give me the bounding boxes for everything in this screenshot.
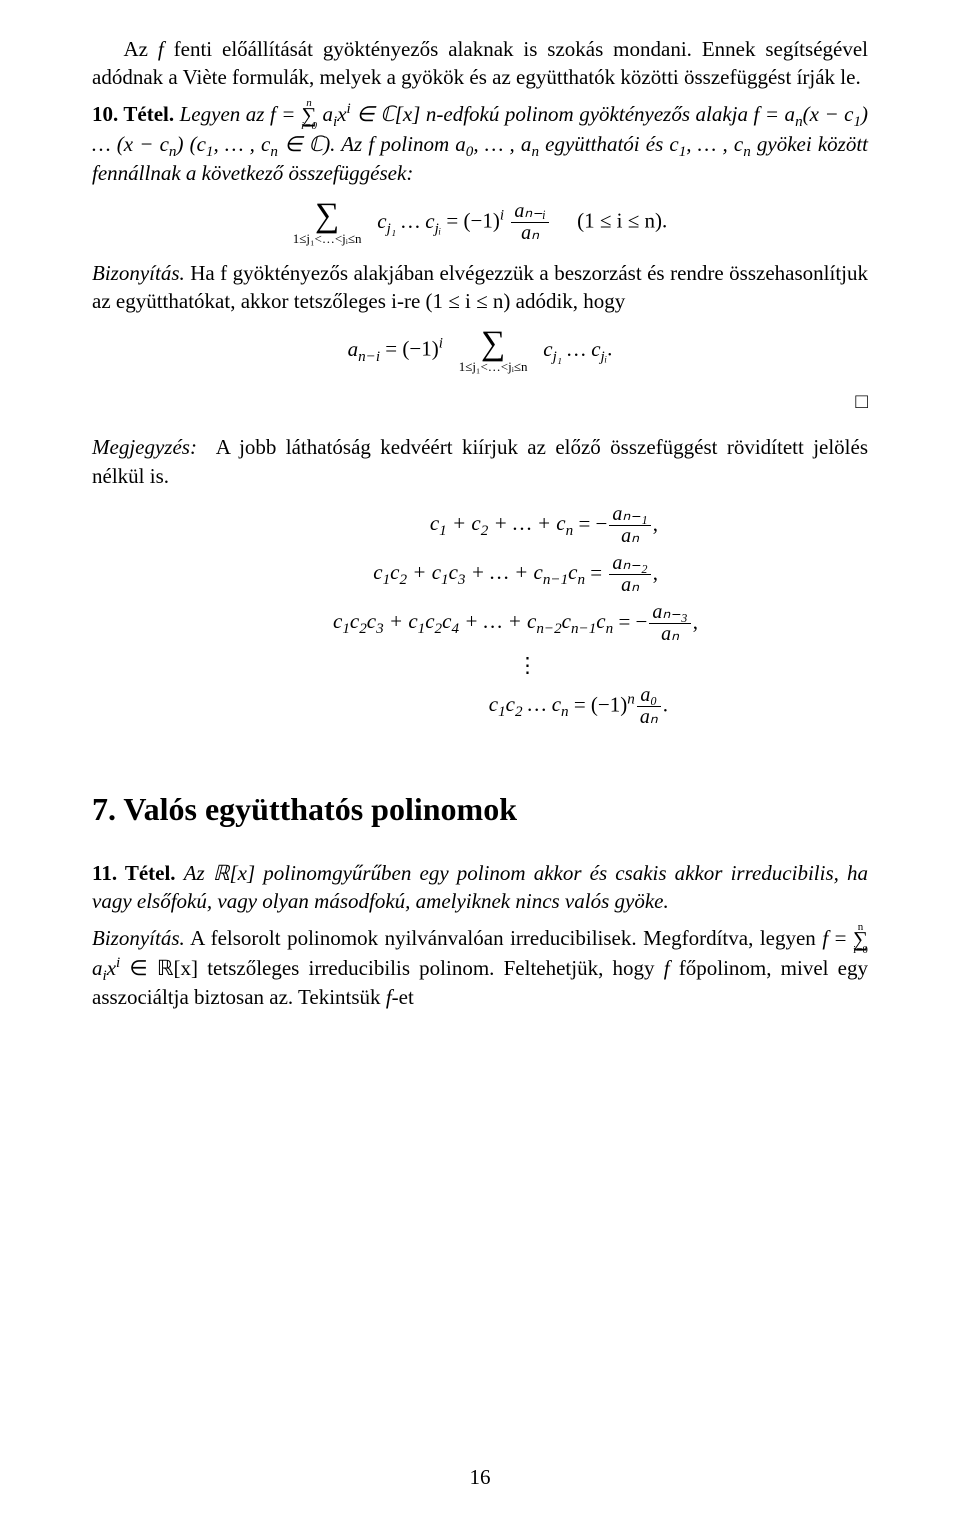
theorem-11-label: 11. Tétel. — [92, 861, 176, 885]
page-number: 16 — [0, 1463, 960, 1491]
intro-paragraph: Az f fenti előállítását gyöktényezős ala… — [92, 35, 868, 92]
viete-equations: c1 + c2 + … + cn = −aₙ₋₁aₙ, c1c2 + c1c3 … — [92, 504, 868, 728]
proof-1-formula: an−i = (−1)i ∑ 1≤j₁<…<jᵢ≤n cj₁ … cjᵢ. — [92, 329, 868, 373]
formula-condition: (1 ≤ i ≤ n). — [577, 209, 667, 233]
remark: Megjegyzés: A jobb láthatóság kedvéért k… — [92, 433, 868, 490]
frac-num: aₙ₋ᵢ — [511, 201, 549, 223]
proof-1-text: Ha f gyöktényezős alakjában elvégezzük a… — [92, 261, 868, 313]
sum-limits: 1≤j₁<…<jᵢ≤n — [293, 232, 362, 245]
eq-4: c1c2 … cn = (−1)na₀aₙ. — [92, 685, 868, 728]
sum-symbol: n∑i=0 — [301, 100, 317, 130]
sum-symbol-2: n∑i=0 — [853, 924, 868, 954]
eq-1: c1 + c2 + … + cn = −aₙ₋₁aₙ, — [92, 504, 868, 547]
page: Az f fenti előállítását gyöktényezős ala… — [0, 0, 960, 1523]
sum-limits-2: 1≤j₁<…<jᵢ≤n — [459, 360, 528, 373]
proof-2: Bizonyítás. A felsorolt polinomok nyilvá… — [92, 924, 868, 1011]
remark-label: Megjegyzés: — [92, 435, 197, 459]
theorem-10-label: 10. Tétel. — [92, 102, 174, 126]
proof-1: Bizonyítás. Ha f gyöktényezős alakjában … — [92, 259, 868, 316]
proof-2-label: Bizonyítás. — [92, 926, 185, 950]
remark-text: A jobb láthatóság kedvéért kiírjuk az el… — [92, 435, 868, 487]
theorem-10-formula: ∑ 1≤j₁<…<jᵢ≤n cj₁ … cjᵢ = (−1)i aₙ₋ᵢ aₙ … — [92, 201, 868, 245]
section-7-title: 7. Valós együtthatós polinomok — [92, 788, 868, 831]
theorem-11: 11. Tétel. Az ℝ[x] polinomgyűrűben egy p… — [92, 859, 868, 916]
qed-1: □ — [92, 387, 868, 415]
frac-den: aₙ — [511, 223, 549, 244]
theorem-10: 10. Tétel. Legyen az f = n∑i=0 aixi ∈ ℂ[… — [92, 100, 868, 187]
eq-3: c1c2c3 + c1c2c4 + … + cn−2cn−1cn = −aₙ₋₃… — [92, 602, 868, 645]
eq-2: c1c2 + c1c3 + … + cn−1cn = aₙ₋₂aₙ, — [92, 553, 868, 596]
vdots: ⋮ — [92, 651, 868, 679]
proof-1-label: Bizonyítás. — [92, 261, 185, 285]
